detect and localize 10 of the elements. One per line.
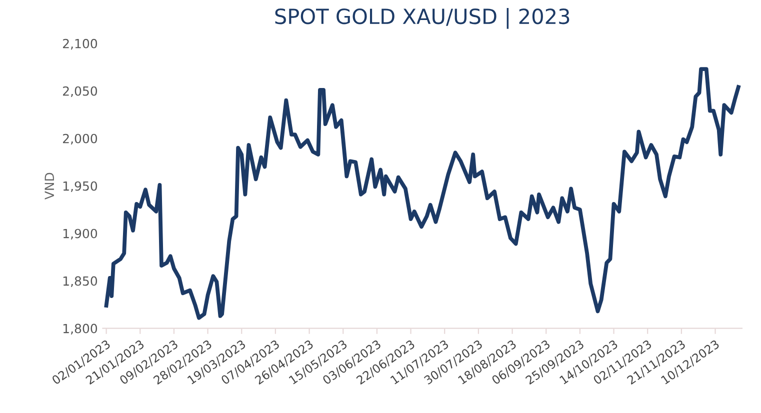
y-tick-label: 1,900 (63, 228, 98, 240)
line-series (104, 67, 740, 320)
y-tick-label: 2,100 (63, 38, 98, 50)
y-tick-label: 1,950 (63, 181, 98, 192)
y-tick-label: 2,050 (63, 86, 98, 98)
y-tick-label: 1,850 (63, 276, 98, 288)
chart-title: SPOT GOLD XAU/USD | 2023 (275, 8, 570, 29)
y-tick-label: 1,800 (63, 324, 98, 335)
y-tick-label: 2,000 (63, 134, 98, 145)
y-axis-title: VND (44, 172, 54, 200)
